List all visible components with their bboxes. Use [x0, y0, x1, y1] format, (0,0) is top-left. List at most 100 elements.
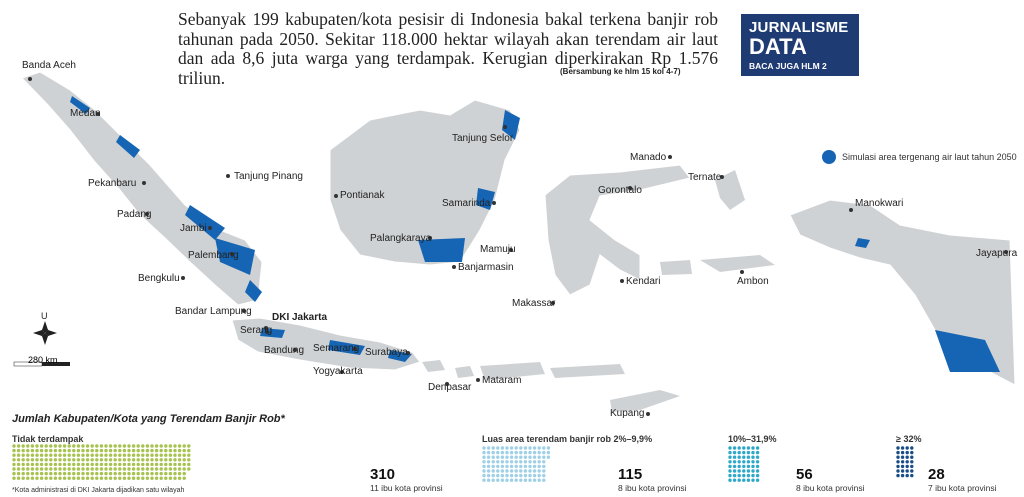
- dot-unit: [154, 448, 159, 453]
- dot-unit: [44, 453, 48, 457]
- dot-unit: [177, 453, 182, 457]
- dot-unit: [491, 455, 495, 459]
- dot-unit: [30, 476, 35, 480]
- dot-unit: [751, 455, 755, 459]
- dot-unit: [141, 444, 145, 448]
- group-label: Tidak terdampak: [12, 434, 84, 444]
- dot-unit: [85, 453, 90, 457]
- dot-unit: [187, 453, 191, 457]
- dot-grid-group-2: [728, 446, 760, 482]
- timor-island: [610, 390, 680, 412]
- dot-unit: [900, 450, 905, 455]
- dot-unit: [509, 464, 514, 469]
- dot-unit: [519, 469, 523, 473]
- city-label: Jayapura: [976, 248, 1018, 259]
- dot-unit: [159, 476, 163, 480]
- sumatra-island: [21, 71, 263, 306]
- dot-unit: [537, 469, 541, 473]
- dot-unit: [141, 448, 145, 453]
- dot-unit: [546, 455, 551, 459]
- dot-unit: [136, 453, 140, 457]
- dot-unit: [136, 467, 140, 471]
- dot-unit: [39, 471, 44, 476]
- dot-unit: [113, 448, 117, 453]
- flores-island: [550, 364, 625, 378]
- dot-unit: [187, 444, 191, 448]
- scale-label: 280 km: [28, 355, 58, 365]
- dot-unit: [187, 458, 191, 462]
- map-legend-label: Simulasi area tergenang air laut tahun 2…: [842, 152, 1017, 162]
- dot-unit: [104, 462, 108, 467]
- dot-unit: [751, 478, 755, 482]
- dot-unit: [72, 444, 76, 448]
- dot-unit: [108, 467, 113, 471]
- dot-unit: [118, 462, 122, 467]
- dot-unit: [12, 467, 16, 471]
- dot-unit: [58, 453, 62, 457]
- dot-unit: [154, 458, 159, 462]
- sulawesi-island: [544, 164, 691, 296]
- dot-unit: [182, 448, 186, 453]
- dot-unit: [910, 446, 914, 450]
- dot-unit: [905, 460, 909, 464]
- dot-unit: [500, 460, 505, 464]
- dot-unit: [35, 458, 39, 462]
- dot-unit: [728, 469, 732, 473]
- dot-unit: [62, 471, 67, 476]
- continued-note: (Bersambung ke hlm 15 kol 4-7): [560, 67, 681, 76]
- city-label: Banda Aceh: [22, 60, 76, 71]
- dot-unit: [81, 471, 85, 476]
- dot-unit: [39, 462, 44, 467]
- dot-unit: [136, 448, 140, 453]
- sumbawa-island: [480, 362, 545, 380]
- group-label: 10%–31,9%: [728, 434, 777, 444]
- dot-unit: [519, 446, 523, 450]
- dot-unit: [35, 476, 39, 480]
- dot-unit: [30, 462, 35, 467]
- dot-unit: [85, 467, 90, 471]
- dot-unit: [164, 462, 168, 467]
- dot-unit: [44, 467, 48, 471]
- dot-unit: [21, 448, 25, 453]
- dot-unit: [58, 476, 62, 480]
- dot-unit: [173, 458, 177, 462]
- dot-unit: [30, 471, 35, 476]
- dot-unit: [118, 467, 122, 471]
- dot-unit: [168, 471, 173, 476]
- dot-unit: [154, 467, 159, 471]
- dot-unit: [482, 464, 486, 469]
- dot-unit: [53, 453, 58, 457]
- dot-unit: [177, 444, 182, 448]
- dot-unit: [90, 462, 94, 467]
- dot-unit: [528, 455, 532, 459]
- city-label: Pontianak: [340, 190, 385, 201]
- dot-unit: [896, 455, 900, 459]
- dot-unit: [21, 471, 25, 476]
- dot-unit: [108, 448, 113, 453]
- dot-unit: [500, 464, 505, 469]
- dot-unit: [30, 448, 35, 453]
- dot-unit: [514, 450, 518, 455]
- dot-unit: [12, 471, 16, 476]
- dot-unit: [182, 471, 186, 476]
- dot-unit: [905, 469, 909, 473]
- dot-unit: [910, 450, 914, 455]
- dot-unit: [491, 460, 495, 464]
- dot-unit: [486, 464, 491, 469]
- dot-unit: [187, 462, 191, 467]
- city-label: Tanjung Pinang: [234, 171, 303, 182]
- dot-unit: [537, 478, 541, 482]
- chart-title: Jumlah Kabupaten/Kota yang Terendam Banj…: [12, 413, 285, 425]
- dot-unit: [482, 473, 486, 478]
- dot-unit: [542, 473, 546, 478]
- footnote: *Kota administrasi di DKI Jakarta dijadi…: [12, 487, 185, 494]
- dot-unit: [751, 469, 755, 473]
- dot-unit: [118, 448, 122, 453]
- dot-unit: [173, 476, 177, 480]
- dot-unit: [500, 469, 505, 473]
- dot-unit: [127, 471, 131, 476]
- dot-unit: [72, 467, 76, 471]
- dot-unit: [154, 444, 159, 448]
- dot-unit: [755, 469, 760, 473]
- dot-unit: [95, 467, 99, 471]
